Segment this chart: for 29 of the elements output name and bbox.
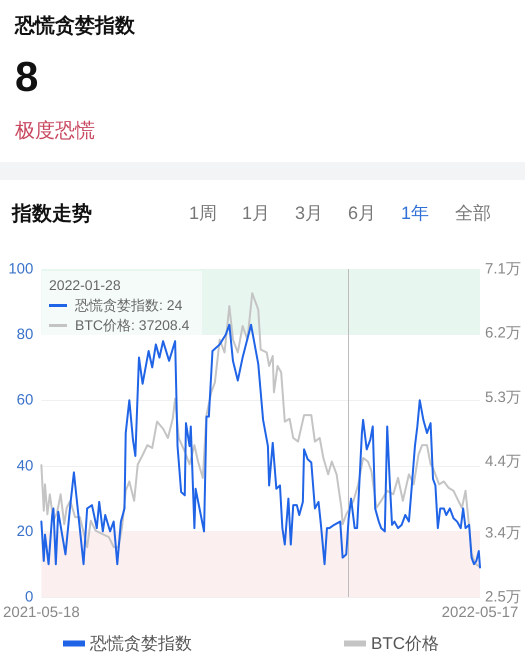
y2-tick-label: 7.1万 bbox=[485, 260, 521, 278]
text: 1月 bbox=[242, 202, 270, 225]
chart-subtitle: 指数走势 bbox=[12, 202, 92, 227]
text: 1年 bbox=[401, 202, 430, 225]
text: 3月 bbox=[295, 202, 324, 225]
y-tick-label: 60 bbox=[16, 392, 34, 409]
legend-label: BTC价格 bbox=[371, 634, 439, 653]
text: 极度恐慌 bbox=[15, 119, 95, 144]
y-tick-label: 40 bbox=[16, 457, 34, 474]
annotation: 恐慌贪婪指数: 24 bbox=[75, 296, 182, 315]
y-tick-label: 20 bbox=[16, 522, 34, 540]
annotation: BTC价格: 37208.4 bbox=[75, 316, 190, 335]
y-tick-label: 100 bbox=[8, 260, 34, 278]
y2-tick-label: 4.4万 bbox=[485, 453, 521, 470]
text: 6月 bbox=[348, 202, 376, 225]
text: 全部 bbox=[455, 202, 491, 225]
legend-label: 恐慌贪婪指数 bbox=[89, 634, 192, 653]
text: 1周 bbox=[189, 202, 218, 225]
annotation: 2022-01-28 bbox=[49, 276, 121, 295]
y2-tick-label: 2.5万 bbox=[485, 588, 521, 606]
y2-tick-label: 3.4万 bbox=[485, 524, 521, 542]
x-tick-label: 2022-05-17 bbox=[442, 604, 518, 621]
x-tick-label: 2021-05-18 bbox=[2, 604, 80, 621]
y2-tick-label: 6.2万 bbox=[485, 324, 521, 342]
y2-tick-label: 5.3万 bbox=[485, 388, 521, 406]
y-tick-label: 0 bbox=[25, 588, 34, 606]
y-tick-label: 80 bbox=[16, 326, 34, 344]
text: 8 bbox=[15, 52, 38, 102]
chart-title: 恐慌贪婪指数 bbox=[15, 14, 135, 39]
